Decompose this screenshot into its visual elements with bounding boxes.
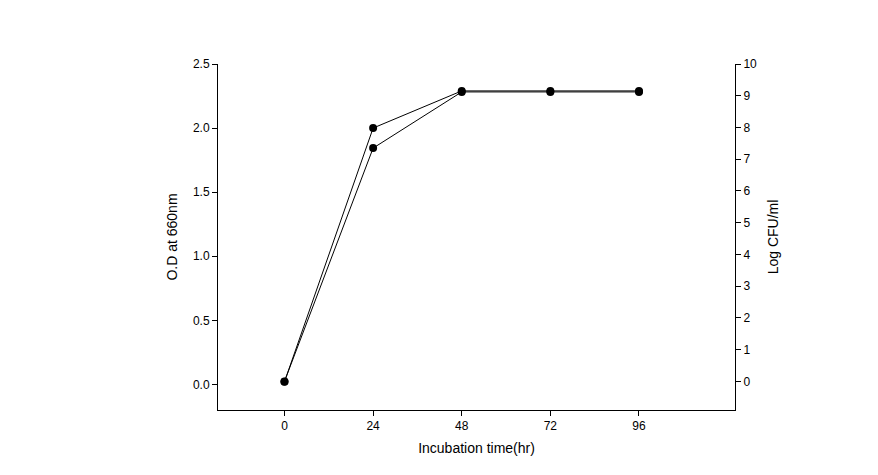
svg-text:96: 96 [632,419,646,433]
svg-text:4: 4 [743,248,750,262]
svg-text:6: 6 [743,184,750,198]
svg-text:Incubation time(hr): Incubation time(hr) [418,440,535,456]
svg-text:1: 1 [743,343,750,357]
svg-text:5: 5 [743,216,750,230]
svg-text:0.0: 0.0 [193,378,210,392]
svg-text:Log CFU/ml: Log CFU/ml [765,200,781,275]
svg-text:48: 48 [455,419,469,433]
svg-text:3: 3 [743,279,750,293]
svg-text:8: 8 [743,121,750,135]
svg-text:0: 0 [281,419,288,433]
svg-text:2: 2 [743,311,750,325]
svg-text:2.0: 2.0 [193,121,210,135]
svg-text:0.5: 0.5 [193,314,210,328]
svg-text:24: 24 [366,419,380,433]
svg-text:O.D at 660nm: O.D at 660nm [164,193,180,280]
svg-text:1.5: 1.5 [193,185,210,199]
svg-text:2.5: 2.5 [193,57,210,71]
svg-text:72: 72 [544,419,558,433]
svg-text:9: 9 [743,89,750,103]
svg-text:0: 0 [743,375,750,389]
svg-text:7: 7 [743,152,750,166]
svg-text:1.0: 1.0 [193,249,210,263]
svg-text:10: 10 [743,57,757,71]
